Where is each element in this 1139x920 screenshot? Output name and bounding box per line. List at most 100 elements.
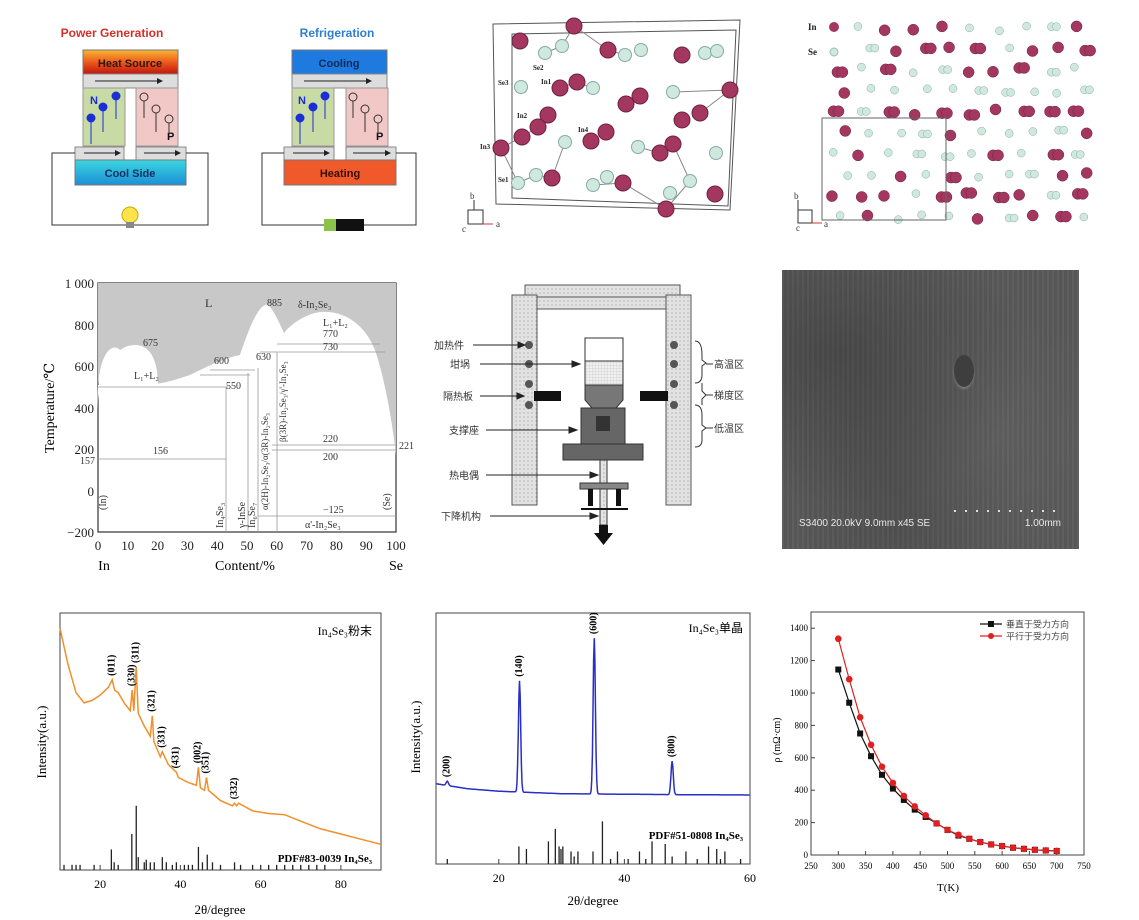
- data-point: [933, 820, 940, 827]
- selenium-atom: [917, 149, 927, 159]
- data-point: [922, 812, 929, 819]
- selenium-atom: [1006, 88, 1015, 97]
- label-minus125: −125: [323, 505, 344, 516]
- indium-atom: [890, 45, 902, 58]
- furnace-lid: [524, 284, 681, 299]
- selenium-atom: [911, 189, 921, 198]
- indium-atom: [551, 79, 569, 97]
- axis-c: c: [462, 224, 466, 234]
- selenium-atom: [631, 140, 645, 154]
- x-tick: 70: [300, 538, 313, 553]
- label-l1l2-left: L₁+L₂: [134, 371, 159, 382]
- x-axis-ticks: 0 10 20 30 40 50 60 70 80 90 100: [95, 538, 406, 553]
- label-l1l2-right: L₁+L₂: [323, 318, 348, 329]
- atom-labels: Se2 Se3 In1 In2 In3 In4 Se1: [480, 64, 589, 184]
- y-tick-label: 1000: [790, 688, 809, 698]
- y-tick-label: 400: [795, 785, 809, 795]
- xrd-single-crystal-chart: (200) (140) (600) (800) 20 40 60 In₄Se₃单晶 PDF…: [408, 612, 756, 908]
- x-tick: 50: [241, 538, 254, 553]
- indium-atom: [706, 185, 724, 203]
- label-157: 157: [80, 456, 95, 467]
- indium-atom: [826, 190, 838, 202]
- furnace-wall-right: [665, 294, 692, 506]
- selenium-atom: [1085, 85, 1094, 95]
- series-group: [835, 635, 1060, 855]
- selenium-atom: [698, 46, 712, 60]
- indium-atom: [1060, 210, 1072, 223]
- selenium-atom: [995, 26, 1004, 36]
- selenium-atom: [1004, 169, 1014, 179]
- selenium-atom: [1030, 169, 1039, 179]
- n-type-label-2: N: [298, 95, 306, 107]
- label-885: 885: [267, 298, 282, 309]
- y-tick-label: 800: [795, 720, 809, 730]
- x-tick: 30: [181, 538, 194, 553]
- x-tick-label: 500: [941, 861, 955, 871]
- axis-ticks: 250 300 350 400 450 500 550 600 650 700 750 0 200 400…: [790, 623, 1091, 871]
- indium-atom: [987, 66, 999, 78]
- selenium-atom: [867, 171, 876, 180]
- heating-elements: [525, 341, 678, 409]
- insulation-board-right: [640, 391, 668, 401]
- label-heating-element: 加热件: [434, 339, 464, 352]
- power-generation-title: Power Generation: [61, 26, 164, 40]
- selenium-atom: [1022, 21, 1031, 31]
- indium-atom: [992, 149, 1004, 162]
- indium-atom: [878, 190, 890, 202]
- data-point: [878, 763, 886, 771]
- insulation-board-left: [534, 391, 561, 401]
- y-tick-label: 0: [804, 850, 809, 860]
- x-tick: 100: [386, 538, 406, 553]
- y-tick: 400: [75, 401, 95, 416]
- legend-label: 平行于受力方向: [1006, 631, 1069, 643]
- legend-in-swatch: [829, 22, 839, 32]
- label-in-side: (In): [98, 495, 109, 510]
- data-point: [846, 699, 853, 706]
- indium-atom: [597, 123, 615, 141]
- refrigeration-module: Refrigeration Cooling N P Heating: [261, 26, 417, 231]
- data-point: [1042, 847, 1050, 854]
- axis-c-2: c: [796, 223, 800, 233]
- data-point: [944, 826, 951, 834]
- peak-label: (311): [131, 642, 142, 663]
- selenium-atom: [945, 152, 955, 161]
- data-point: [1031, 846, 1039, 854]
- atom-label-in4: In4: [578, 126, 589, 134]
- indium-atom: [673, 111, 691, 129]
- indium-atom: [855, 191, 868, 203]
- y-tick: 200: [75, 442, 95, 457]
- surface-pit: [954, 355, 974, 387]
- indium-atom: [1056, 169, 1069, 182]
- indium-atom: [657, 200, 675, 218]
- scale-bar: [954, 510, 1062, 512]
- selenium-atom: [1004, 129, 1014, 138]
- selenium-atom: [908, 68, 918, 77]
- indium-atom: [925, 42, 937, 55]
- label-221: 221: [399, 441, 414, 452]
- selenium-atom: [634, 43, 648, 57]
- selenium-atom: [965, 23, 974, 33]
- label-156: 156: [153, 446, 168, 457]
- indium-atom: [894, 170, 907, 183]
- y-tick: 600: [75, 359, 95, 374]
- data-point: [835, 635, 842, 643]
- legend-label: 垂直于受力方向: [1006, 619, 1069, 631]
- selenium-atom: [586, 178, 600, 192]
- series-line: [837, 669, 1057, 852]
- data-point: [878, 771, 885, 778]
- x-tick-label: 700: [1050, 861, 1064, 871]
- axis-indicator: b a c: [462, 191, 500, 234]
- selenium-atom: [835, 211, 845, 220]
- data-point: [955, 831, 962, 839]
- label-220: 220: [323, 434, 338, 445]
- label-770: 770: [323, 329, 338, 340]
- indium-atom: [1049, 105, 1061, 118]
- sem-caption: S3400 20.0kV 9.0mm x45 SE: [799, 518, 931, 529]
- in-se-phase-diagram: 1 000 800 600 400 200 0 −200 0 10 20 30 40 50…: [43, 276, 414, 574]
- x-tick-label: 40: [174, 877, 186, 891]
- x-tick-label: 550: [968, 861, 982, 871]
- reference-label: PDF#51-0808 In₄Se₃: [649, 830, 744, 842]
- label-beta-in2se3: β(3R)-In₂Se₃/γ'-In₂Se₃: [278, 361, 288, 442]
- peak-label: (321): [147, 690, 158, 712]
- axis-b: b: [470, 191, 475, 201]
